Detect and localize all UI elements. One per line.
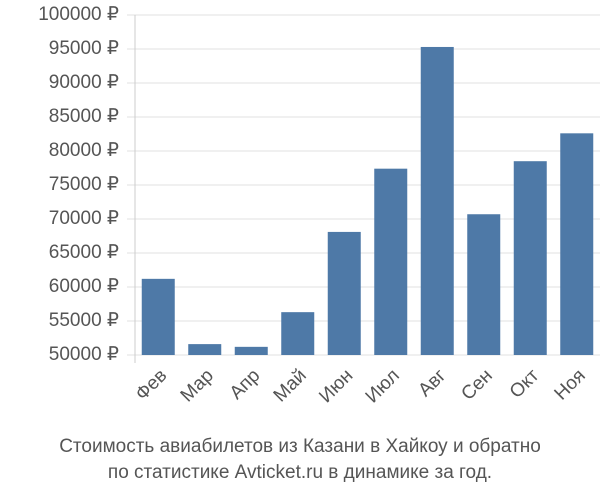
bar bbox=[467, 214, 501, 355]
x-tick-label: Авг bbox=[414, 365, 450, 401]
y-tick-label: 90000 ₽ bbox=[49, 72, 119, 93]
y-tick-label: 75000 ₽ bbox=[49, 174, 119, 195]
x-tick-label: Фев bbox=[132, 365, 172, 405]
bar bbox=[234, 346, 268, 355]
y-tick-label: 55000 ₽ bbox=[49, 310, 119, 331]
y-tick-label: 50000 ₽ bbox=[49, 344, 119, 365]
bar bbox=[188, 344, 222, 355]
x-tick-label: Июн bbox=[315, 365, 357, 407]
y-tick-label: 100000 ₽ bbox=[38, 4, 119, 25]
y-tick-label: 95000 ₽ bbox=[49, 38, 119, 59]
chart-title: Стоимость авиабилетов из Казани в Хайкоу… bbox=[59, 436, 541, 457]
y-tick-label: 65000 ₽ bbox=[49, 242, 119, 263]
x-tick-label: Июл bbox=[362, 365, 404, 407]
bar bbox=[327, 231, 361, 355]
x-tick-label: Мар bbox=[177, 365, 218, 406]
x-tick-label: Май bbox=[270, 365, 311, 406]
bar bbox=[281, 312, 315, 355]
bar bbox=[420, 46, 454, 356]
bar bbox=[374, 168, 408, 355]
bar bbox=[513, 161, 547, 355]
y-tick-label: 80000 ₽ bbox=[49, 140, 119, 161]
bar bbox=[141, 278, 175, 355]
chart-title: по статистике Avticket.ru в динамике за … bbox=[108, 462, 492, 483]
x-tick-label: Ноя bbox=[551, 365, 590, 404]
x-tick-label: Апр bbox=[226, 365, 265, 404]
bar bbox=[560, 133, 594, 355]
y-tick-label: 85000 ₽ bbox=[49, 106, 119, 127]
y-tick-label: 70000 ₽ bbox=[49, 208, 119, 229]
y-tick-label: 60000 ₽ bbox=[49, 276, 119, 297]
x-tick-label: Сен bbox=[457, 365, 496, 404]
x-tick-label: Окт bbox=[506, 365, 544, 403]
